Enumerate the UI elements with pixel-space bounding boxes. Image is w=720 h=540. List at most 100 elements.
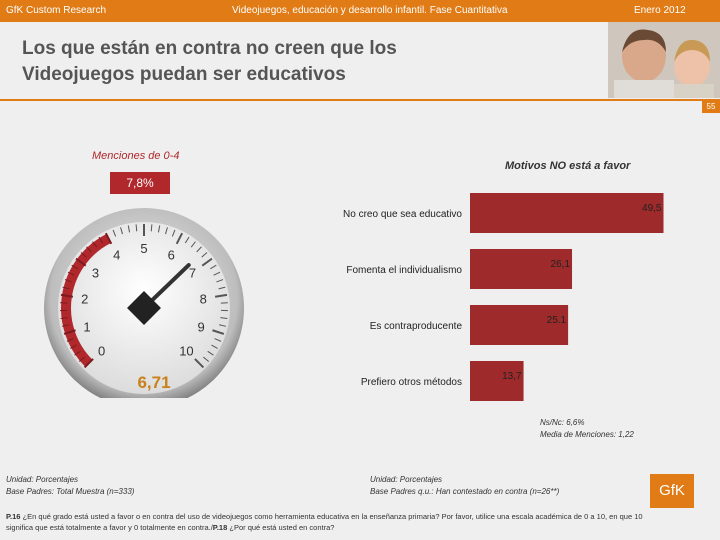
orange-rule bbox=[0, 99, 720, 101]
question-p18-label: P.18 bbox=[212, 523, 228, 532]
gauge-minor-tick bbox=[62, 286, 70, 290]
bar-category-label: Prefiero otros métodos bbox=[361, 377, 462, 388]
chart-notes: Ns/Nc: 6,6% Media de Menciones: 1,22 bbox=[540, 417, 634, 441]
gauge-minor-tick bbox=[112, 229, 117, 237]
gauge-minor-tick bbox=[216, 279, 224, 283]
gauge-minor-tick bbox=[207, 350, 214, 356]
gauge-tick-label: 5 bbox=[140, 241, 147, 256]
gauge-major-tick bbox=[175, 232, 184, 245]
bar-value-label: 26,1 bbox=[551, 259, 571, 270]
bar-value-label: 25.1 bbox=[547, 315, 567, 326]
footnote-left-base: Base Padres: Total Muestra (n=333) bbox=[6, 487, 135, 496]
page-title: Los que están en contra no creen que los… bbox=[22, 36, 397, 88]
gauge-major-tick bbox=[60, 293, 74, 298]
question-p16-text: ¿En qué grado está usted a favor o en co… bbox=[6, 512, 643, 532]
gauge-minor-tick bbox=[165, 227, 168, 235]
gauge-minor-tick bbox=[70, 344, 77, 349]
question-p18-text: ¿Por qué está usted en contra? bbox=[229, 523, 335, 532]
gauge-minor-tick bbox=[78, 356, 85, 362]
bar-category-label: Fomenta el individualismo bbox=[346, 265, 462, 276]
gauge-minor-tick bbox=[184, 236, 190, 244]
title-line-2: Videojuegos puedan ser educativos bbox=[22, 64, 346, 85]
gauge-tick-label: 8 bbox=[200, 292, 207, 307]
header-center: Videojuegos, educación y desarrollo infa… bbox=[232, 5, 508, 16]
gauge-major-tick bbox=[63, 329, 76, 335]
bar-value-label: 49,5 bbox=[642, 203, 662, 214]
gauge-minor-tick bbox=[171, 229, 176, 237]
gauge-minor-tick bbox=[74, 350, 81, 356]
gauge-minor-tick bbox=[80, 252, 87, 258]
gauge-minor-tick bbox=[219, 324, 227, 327]
page-number: 55 bbox=[702, 101, 720, 113]
gauge-minor-tick bbox=[213, 271, 221, 276]
gauge-minor-tick bbox=[210, 264, 217, 270]
gauge-tick-label: 2 bbox=[81, 292, 88, 307]
footnote-left: Unidad: Porcentajes Base Padres: Total M… bbox=[6, 474, 134, 498]
footnote-right: Unidad: Porcentajes Base Padres q.u.: Ha… bbox=[370, 474, 559, 498]
header-bar: GfK Custom Research Videojuegos, educaci… bbox=[0, 0, 720, 22]
hero-photo bbox=[608, 22, 720, 98]
gauge-minor-tick bbox=[66, 338, 74, 342]
gauge-minor-tick bbox=[60, 317, 68, 320]
gauge-major-tick bbox=[214, 293, 228, 298]
gauge-tick-label: 0 bbox=[98, 343, 105, 358]
gauge-minor-tick bbox=[61, 324, 69, 327]
gauge-major-tick bbox=[212, 329, 225, 335]
gauge-minor-tick bbox=[203, 356, 210, 362]
gauge-minor-tick bbox=[214, 338, 222, 342]
gauge-minor-tick bbox=[120, 227, 123, 235]
gauge-minor-tick bbox=[220, 317, 228, 320]
gauge-minor-tick bbox=[71, 264, 78, 270]
bar-category-label: Es contraproducente bbox=[370, 321, 463, 332]
footnote-right-unit: Unidad: Porcentajes bbox=[370, 475, 443, 484]
header-left: GfK Custom Research bbox=[6, 5, 107, 16]
gauge-minor-tick bbox=[201, 252, 208, 258]
bar-category-label: No creo que sea educativo bbox=[343, 209, 462, 220]
gauge-minor-tick bbox=[190, 241, 196, 248]
question-text: P.16 ¿En qué grado está usted a favor o … bbox=[6, 511, 646, 533]
bar bbox=[470, 305, 569, 345]
gauge-hub bbox=[127, 291, 161, 325]
gauge-tick-label: 7 bbox=[189, 266, 196, 281]
gauge-major-tick bbox=[194, 358, 205, 369]
gauge-minor-tick bbox=[135, 224, 138, 232]
gauge-major-tick bbox=[201, 257, 213, 267]
gauge-tick-label: 10 bbox=[179, 343, 193, 358]
bar bbox=[470, 249, 573, 289]
gauge-major-tick bbox=[75, 257, 87, 267]
gauge-value: 6,71 bbox=[137, 373, 170, 392]
gauge-minor-tick bbox=[196, 246, 202, 253]
gauge-tick-label: 1 bbox=[83, 320, 90, 335]
gauge-percent-badge: 7,8% bbox=[110, 172, 170, 194]
gauge-tick-label: 6 bbox=[168, 248, 175, 263]
gauge-minor-tick bbox=[211, 344, 218, 349]
notes-nsnc: Ns/Nc: 6,6% bbox=[540, 418, 585, 427]
gauge-minor-tick bbox=[150, 224, 153, 232]
gfk-logo: GfK bbox=[650, 474, 694, 508]
gauge-tick-label: 4 bbox=[113, 248, 120, 263]
question-p16-label: P.16 bbox=[6, 512, 21, 521]
gauge-major-tick bbox=[83, 358, 94, 369]
footnote-right-base: Base Padres q.u.: Han contestado en cont… bbox=[370, 487, 560, 496]
bar-value-label: 13,7 bbox=[502, 371, 522, 382]
gauge-major-tick bbox=[104, 232, 113, 245]
gauge-minor-tick bbox=[92, 241, 98, 248]
gauge-tick-label: 3 bbox=[92, 266, 99, 281]
bar-chart: No creo que sea educativo 49,5 Fomenta el … bbox=[343, 193, 664, 401]
gauge-minor-tick bbox=[64, 279, 72, 283]
footnote-left-unit: Unidad: Porcentajes bbox=[6, 475, 79, 484]
gauge-minor-tick bbox=[157, 225, 161, 233]
notes-media: Media de Menciones: 1,22 bbox=[540, 430, 634, 439]
gauge-minor-tick bbox=[218, 286, 226, 290]
title-line-1: Los que están en contra no creen que los bbox=[22, 38, 397, 59]
gauge-minor-tick bbox=[98, 236, 104, 244]
gauge-label: Menciones de 0-4 bbox=[92, 150, 180, 162]
gauge: 01 234 5 678 9 10 6,71 bbox=[44, 208, 244, 398]
gauge-tick-label: 9 bbox=[197, 320, 204, 335]
bar bbox=[470, 361, 524, 401]
gauge-minor-tick bbox=[67, 271, 75, 276]
gauge-minor-tick bbox=[127, 225, 131, 233]
bar bbox=[470, 193, 664, 233]
gauge-minor-tick bbox=[86, 246, 92, 253]
chart-title: Motivos NO está a favor bbox=[505, 160, 631, 172]
